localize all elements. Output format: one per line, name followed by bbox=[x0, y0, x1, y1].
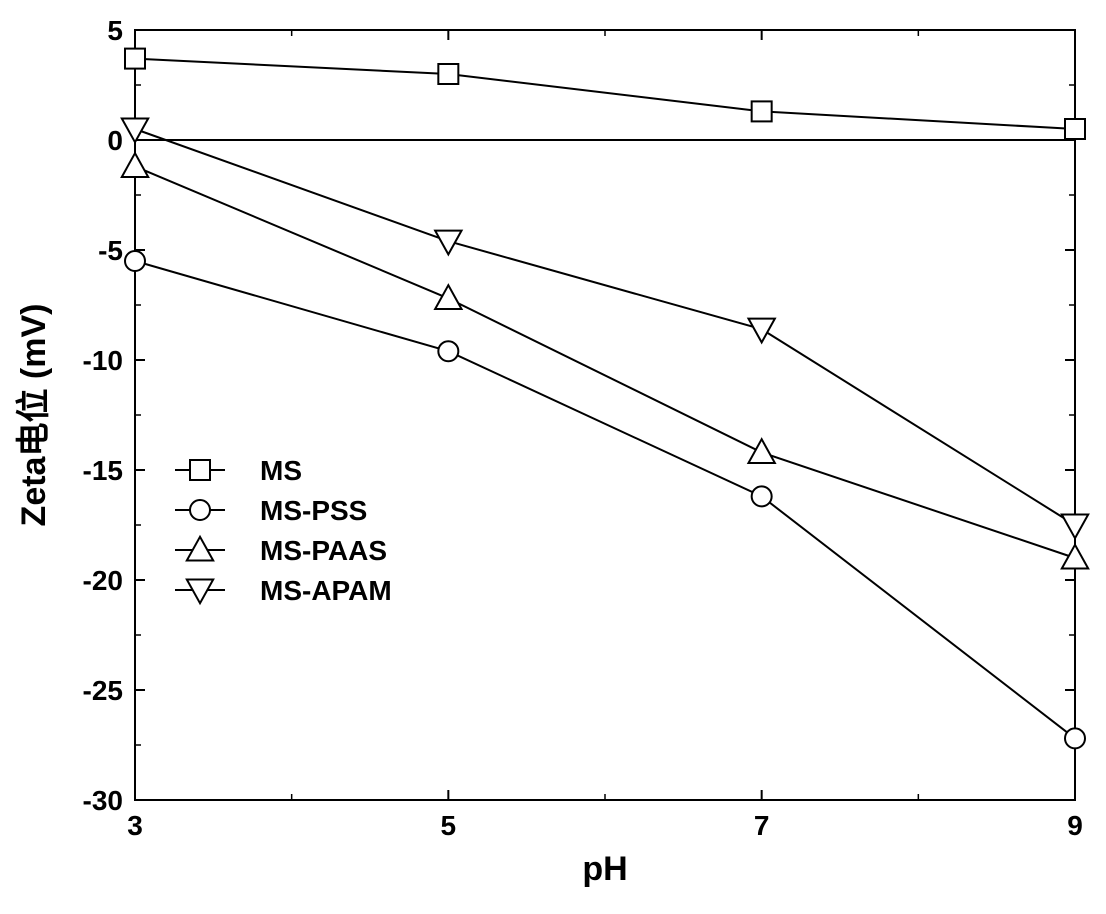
marker-circle bbox=[438, 341, 458, 361]
legend-entry: MS-PAAS bbox=[175, 535, 387, 566]
marker-triangle-up bbox=[748, 439, 774, 463]
marker-square bbox=[1065, 119, 1085, 139]
legend-marker-triangle-down bbox=[187, 579, 213, 603]
marker-triangle-up bbox=[122, 153, 148, 177]
y-tick-label: -30 bbox=[83, 785, 123, 816]
legend-marker-triangle-up bbox=[187, 537, 213, 561]
marker-triangle-down bbox=[1062, 514, 1088, 538]
marker-circle bbox=[125, 251, 145, 271]
legend-entry: MS bbox=[175, 455, 302, 486]
legend-entry: MS-PSS bbox=[175, 495, 367, 526]
legend-marker-square bbox=[190, 460, 210, 480]
series-MS bbox=[125, 49, 1085, 139]
marker-square bbox=[438, 64, 458, 84]
legend-label: MS-APAM bbox=[260, 575, 392, 606]
chart-container: 3 5 7 9 -30 -25 -20 -15 -10 -5 0 5 pH Zeta电位 (mV) MS MS… bbox=[0, 0, 1106, 914]
marker-triangle-up bbox=[435, 285, 461, 309]
legend-label: MS-PSS bbox=[260, 495, 367, 526]
legend-marker-circle bbox=[190, 500, 210, 520]
y-tick-label: -5 bbox=[98, 235, 123, 266]
y-tick-label: 5 bbox=[107, 15, 123, 46]
marker-triangle-down bbox=[435, 231, 461, 255]
zeta-potential-chart: 3 5 7 9 -30 -25 -20 -15 -10 -5 0 5 pH Zeta电位 (mV) MS MS… bbox=[0, 0, 1106, 914]
x-axis-label: pH bbox=[582, 850, 627, 888]
marker-square bbox=[125, 49, 145, 69]
y-tick-label: -10 bbox=[83, 345, 123, 376]
marker-square bbox=[752, 101, 772, 121]
y-tick-label: -20 bbox=[83, 565, 123, 596]
legend-label: MS bbox=[260, 455, 302, 486]
x-tick-label: 7 bbox=[754, 810, 770, 841]
y-tick-label: 0 bbox=[107, 125, 123, 156]
marker-triangle-down bbox=[748, 319, 774, 343]
series-line bbox=[135, 59, 1075, 129]
legend-label: MS-PAAS bbox=[260, 535, 387, 566]
marker-circle bbox=[752, 486, 772, 506]
x-tick-label: 5 bbox=[441, 810, 457, 841]
plot-frame bbox=[135, 30, 1075, 800]
y-tick-label: -15 bbox=[83, 455, 123, 486]
marker-triangle-up bbox=[1062, 545, 1088, 569]
marker-circle bbox=[1065, 728, 1085, 748]
marker-triangle-down bbox=[122, 118, 148, 142]
y-tick-label: -25 bbox=[83, 675, 123, 706]
x-tick-label: 9 bbox=[1067, 810, 1083, 841]
legend-entry: MS-APAM bbox=[175, 575, 392, 606]
y-axis-label: Zeta电位 (mV) bbox=[15, 304, 53, 527]
x-tick-label: 3 bbox=[127, 810, 143, 841]
